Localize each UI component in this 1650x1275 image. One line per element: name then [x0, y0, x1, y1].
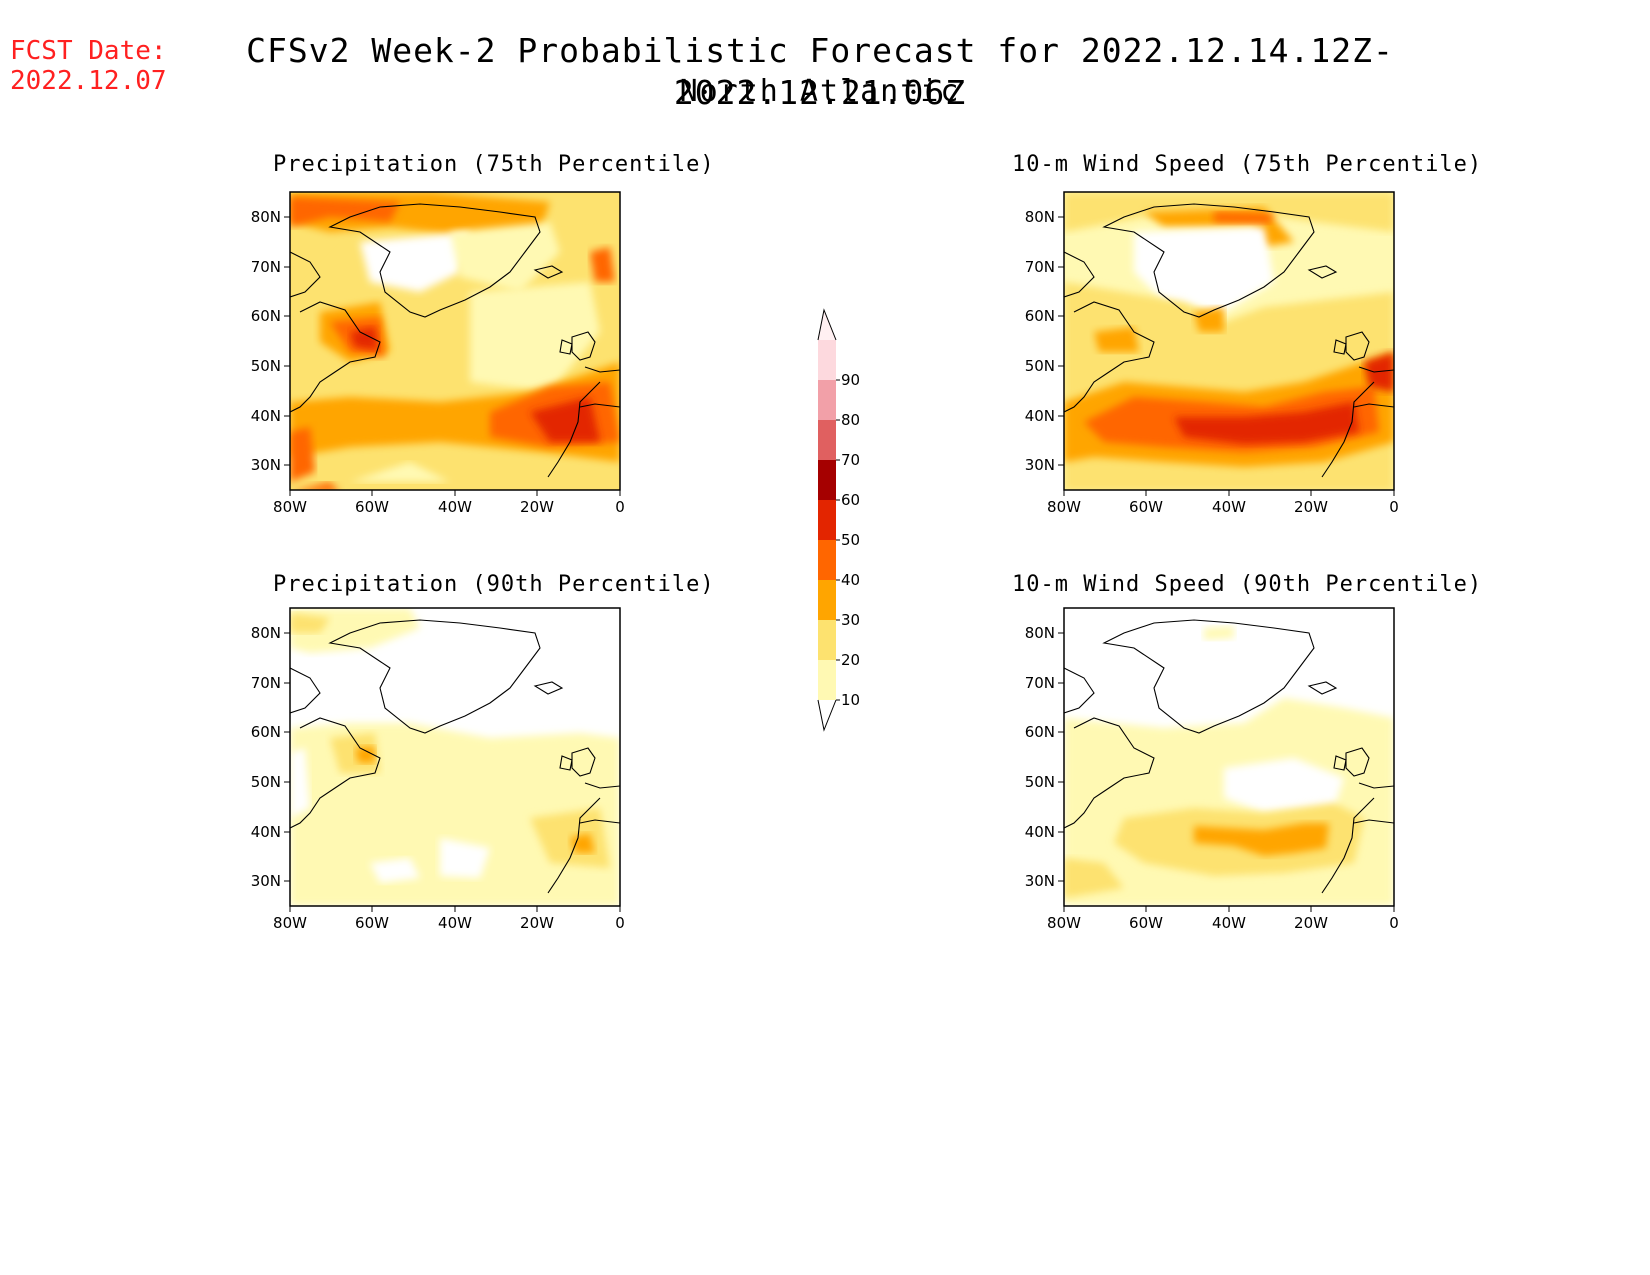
lon-label-0: 0 [1389, 498, 1399, 516]
lat-label-40n: 40N [1025, 407, 1055, 425]
lon-axis: 80W 60W 40W 20W 0 [273, 490, 625, 516]
lat-label-80n: 80N [251, 624, 281, 642]
lon-label-40w: 40W [438, 498, 472, 516]
panel-title-precip-90: Precipitation (90th Percentile) [273, 572, 715, 597]
lat-label-70n: 70N [251, 674, 281, 692]
lat-label-40n: 40N [1025, 823, 1055, 841]
panel-title-wind-75: 10-m Wind Speed (75th Percentile) [1012, 152, 1483, 177]
map-wind-90: 80N 70N 60N 50N 40N 30N 80W 60W 40W 20W … [1025, 607, 1399, 932]
fcst-date-value: 2022.12.07 [10, 66, 167, 96]
lon-label-80w: 80W [1047, 914, 1081, 932]
lat-label-30n: 30N [1025, 872, 1055, 890]
colorbar-top-end [817, 308, 837, 341]
lat-label-30n: 30N [1025, 456, 1055, 474]
lon-label-0: 0 [615, 914, 625, 932]
lat-axis: 80N 70N 60N 50N 40N 30N [1025, 208, 1064, 474]
lat-label-30n: 30N [251, 872, 281, 890]
colorbar-label: 30 [841, 611, 860, 629]
map-precip-75: 80N 70N 60N 50N 40N 30N 80W 60W 40W 20W … [251, 191, 625, 516]
lat-label-40n: 40N [251, 823, 281, 841]
lon-axis: 80W 60W 40W 20W 0 [1047, 490, 1399, 516]
lat-label-50n: 50N [1025, 357, 1055, 375]
lon-label-60w: 60W [1129, 914, 1163, 932]
lat-label-80n: 80N [251, 208, 281, 226]
lon-label-0: 0 [1389, 914, 1399, 932]
colorbar-box [818, 540, 836, 580]
lon-label-40w: 40W [438, 914, 472, 932]
panel-title-precip-75: Precipitation (75th Percentile) [273, 152, 715, 177]
lat-label-40n: 40N [251, 407, 281, 425]
lat-label-60n: 60N [251, 307, 281, 325]
lon-label-40w: 40W [1212, 498, 1246, 516]
lat-label-50n: 50N [251, 773, 281, 791]
lon-label-60w: 60W [355, 914, 389, 932]
lat-label-70n: 70N [1025, 258, 1055, 276]
colorbar-label: 50 [841, 531, 860, 549]
lon-label-40w: 40W [1212, 914, 1246, 932]
lat-label-50n: 50N [1025, 773, 1055, 791]
colorbar-bottom-end [817, 699, 837, 732]
lon-label-60w: 60W [355, 498, 389, 516]
fcst-date-label: FCST Date: [10, 36, 167, 66]
lon-axis: 80W 60W 40W 20W 0 [1047, 906, 1399, 932]
lon-label-0: 0 [615, 498, 625, 516]
lat-axis: 80N 70N 60N 50N 40N 30N [251, 624, 290, 890]
map-precip-90: 80N 70N 60N 50N 40N 30N 80W 60W 40W 20W … [251, 607, 625, 932]
coastlines [1064, 203, 1394, 478]
colorbar-box [818, 620, 836, 660]
lat-label-80n: 80N [1025, 208, 1055, 226]
colorbar-label: 60 [841, 491, 860, 509]
lat-label-70n: 70N [1025, 674, 1055, 692]
colorbar: 10 20 30 40 50 60 70 80 90 [817, 308, 860, 732]
lat-label-60n: 60N [1025, 307, 1055, 325]
colorbar-labels: 10 20 30 40 50 60 70 80 90 [836, 371, 860, 709]
lat-label-60n: 60N [1025, 723, 1055, 741]
colorbar-box [818, 660, 836, 700]
coastlines [290, 203, 620, 478]
map-wind-75: 80N 70N 60N 50N 40N 30N 80W 60W 40W 20W … [1025, 191, 1399, 516]
lat-label-50n: 50N [251, 357, 281, 375]
lon-label-80w: 80W [273, 914, 307, 932]
colorbar-box [818, 420, 836, 460]
lon-label-60w: 60W [1129, 498, 1163, 516]
forecast-date-block: FCST Date: 2022.12.07 [10, 36, 167, 96]
lon-label-20w: 20W [1294, 914, 1328, 932]
lon-label-80w: 80W [1047, 498, 1081, 516]
colorbar-label: 10 [841, 691, 860, 709]
colorbar-box [818, 380, 836, 420]
lon-label-80w: 80W [273, 498, 307, 516]
lat-label-80n: 80N [1025, 624, 1055, 642]
lat-label-30n: 30N [251, 456, 281, 474]
colorbar-label: 90 [841, 371, 860, 389]
lat-label-70n: 70N [251, 258, 281, 276]
main-title: CFSv2 Week-2 Probabilistic Forecast for … [246, 31, 1394, 112]
colorbar-label: 20 [841, 651, 860, 669]
lat-label-60n: 60N [251, 723, 281, 741]
lon-label-20w: 20W [1294, 498, 1328, 516]
colorbar-label: 80 [841, 411, 860, 429]
lon-label-20w: 20W [520, 914, 554, 932]
coastlines [290, 619, 620, 894]
lat-axis: 80N 70N 60N 50N 40N 30N [1025, 624, 1064, 890]
colorbar-label: 70 [841, 451, 860, 469]
region-subtitle: North Atlantic [679, 74, 961, 109]
panel-title-wind-90: 10-m Wind Speed (90th Percentile) [1012, 572, 1483, 597]
colorbar-box [818, 340, 836, 380]
colorbar-box [818, 500, 836, 540]
lon-label-20w: 20W [520, 498, 554, 516]
colorbar-boxes [817, 308, 837, 732]
colorbar-box [818, 580, 836, 620]
colorbar-label: 40 [841, 571, 860, 589]
lon-axis: 80W 60W 40W 20W 0 [273, 906, 625, 932]
coastlines [1064, 619, 1394, 894]
lat-axis: 80N 70N 60N 50N 40N 30N [251, 208, 290, 474]
colorbar-box [818, 460, 836, 500]
